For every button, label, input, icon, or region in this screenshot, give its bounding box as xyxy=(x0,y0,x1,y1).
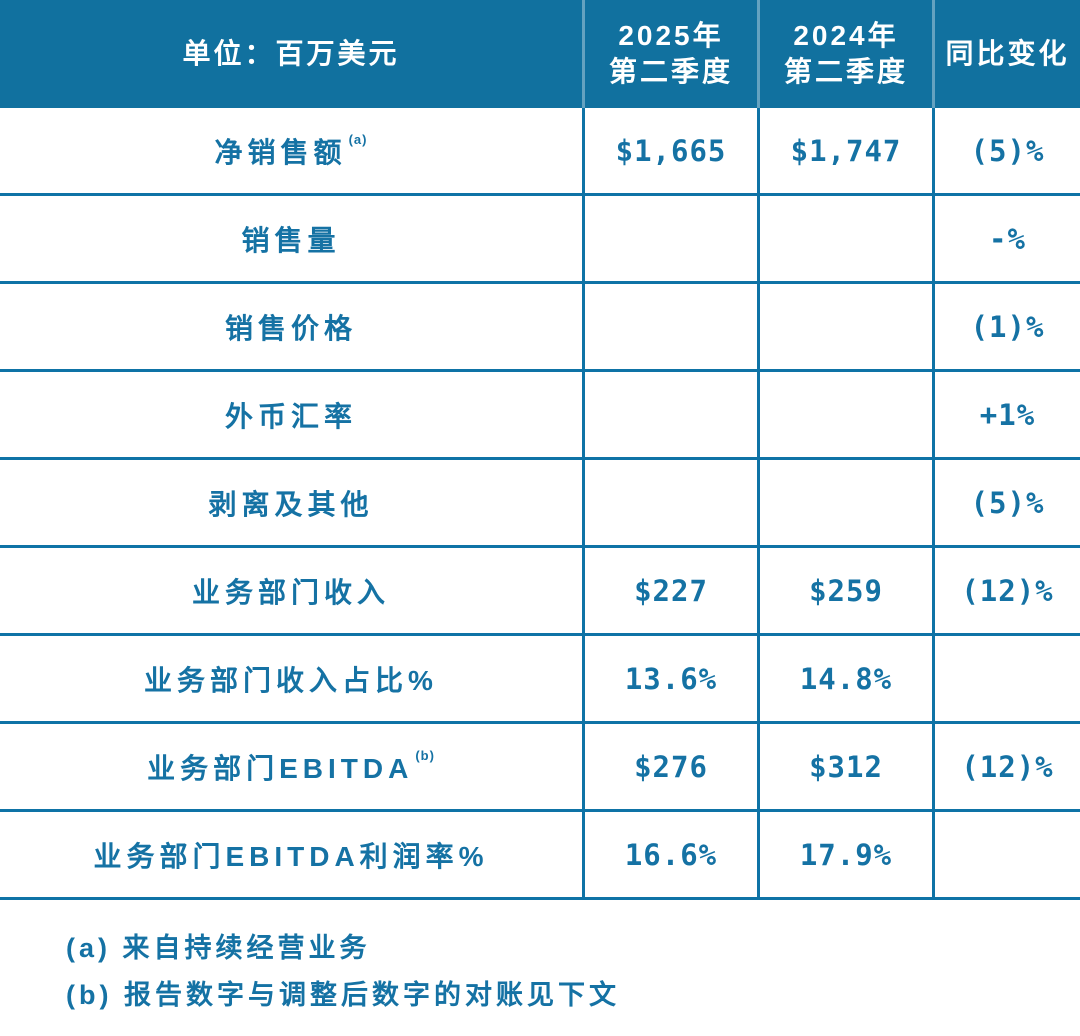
header-col-2024-q2: 2024年 第二季度 xyxy=(757,0,932,108)
value-yoy-change: (5)% xyxy=(932,108,1080,193)
row-label: 净销售额 (a) xyxy=(0,108,582,193)
row-label: 业务部门EBITDA (b) xyxy=(0,724,582,809)
footnote-a: (a) 来自持续经营业务 xyxy=(66,933,371,963)
table-row: 剥离及其他 (5)% xyxy=(0,460,1080,548)
value-yoy-change: (12)% xyxy=(932,724,1080,809)
value-2025-q2: $276 xyxy=(582,724,757,809)
row-label-text: 业务部门收入占比% xyxy=(144,664,438,696)
value-2025-q2: $1,665 xyxy=(582,108,757,193)
table-row: 业务部门EBITDA利润率% 16.6% 17.9% xyxy=(0,812,1080,900)
row-label-text: 外币汇率 xyxy=(224,400,357,432)
value-2025-q2: 16.6% xyxy=(582,812,757,897)
table-row: 业务部门EBITDA (b) $276 $312 (12)% xyxy=(0,724,1080,812)
row-label-text: 销售量 xyxy=(241,224,341,256)
value-2025-q2 xyxy=(582,372,757,457)
header-unit-label: 单位：百万美元 xyxy=(0,0,582,108)
table-header-row: 单位：百万美元 2025年 第二季度 2024年 第二季度 同比变化 xyxy=(0,0,1080,108)
value-2025-q2 xyxy=(582,284,757,369)
row-label-text: 净销售额 xyxy=(214,136,347,168)
footnote-b: (b) 报告数字与调整后数字的对账见下文 xyxy=(66,980,620,1010)
header-2025-line2: 第二季度 xyxy=(608,56,733,87)
row-label-text: 销售价格 xyxy=(224,312,357,344)
value-2025-q2: 13.6% xyxy=(582,636,757,721)
header-2024-line2: 第二季度 xyxy=(783,56,908,87)
table-body: 净销售额 (a) $1,665 $1,747 (5)% 销售量 -% 销售价格 (… xyxy=(0,108,1080,900)
value-2024-q2: $259 xyxy=(757,548,932,633)
footnotes: (a) 来自持续经营业务 (b) 报告数字与调整后数字的对账见下文 xyxy=(0,900,1080,1019)
value-2024-q2: 14.8% xyxy=(757,636,932,721)
row-label-text: 业务部门收入 xyxy=(191,576,390,608)
row-label: 业务部门收入占比% xyxy=(0,636,582,721)
table-row: 外币汇率 +1% xyxy=(0,372,1080,460)
value-2025-q2 xyxy=(582,460,757,545)
row-label: 销售量 xyxy=(0,196,582,281)
table-row: 业务部门收入 $227 $259 (12)% xyxy=(0,548,1080,636)
value-yoy-change: (1)% xyxy=(932,284,1080,369)
table-row: 业务部门收入占比% 13.6% 14.8% xyxy=(0,636,1080,724)
row-label: 剥离及其他 xyxy=(0,460,582,545)
row-label: 外币汇率 xyxy=(0,372,582,457)
header-col-2025-q2: 2025年 第二季度 xyxy=(582,0,757,108)
footnote-marker: (b) xyxy=(415,748,435,763)
header-2024-line1: 2024年 xyxy=(793,19,899,51)
value-2024-q2 xyxy=(757,372,932,457)
row-label: 销售价格 xyxy=(0,284,582,369)
value-2024-q2: 17.9% xyxy=(757,812,932,897)
value-2024-q2 xyxy=(757,196,932,281)
value-yoy-change: (5)% xyxy=(932,460,1080,545)
value-yoy-change xyxy=(932,812,1080,897)
value-2024-q2 xyxy=(757,284,932,369)
value-yoy-change: +1% xyxy=(932,372,1080,457)
footnote-marker: (a) xyxy=(348,132,368,147)
value-2024-q2: $1,747 xyxy=(757,108,932,193)
value-yoy-change: (12)% xyxy=(932,548,1080,633)
header-yoy-text: 同比变化 xyxy=(945,37,1070,69)
value-2024-q2: $312 xyxy=(757,724,932,809)
value-yoy-change xyxy=(932,636,1080,721)
unit-label-text: 单位：百万美元 xyxy=(182,37,400,69)
row-label-text: 业务部门EBITDA xyxy=(147,752,414,784)
table-row: 销售价格 (1)% xyxy=(0,284,1080,372)
row-label-text: 剥离及其他 xyxy=(208,488,374,520)
value-2025-q2 xyxy=(582,196,757,281)
value-2024-q2 xyxy=(757,460,932,545)
value-2025-q2: $227 xyxy=(582,548,757,633)
table-row: 销售量 -% xyxy=(0,196,1080,284)
row-label: 业务部门EBITDA利润率% xyxy=(0,812,582,897)
row-label-text: 业务部门EBITDA利润率% xyxy=(93,840,489,872)
value-yoy-change: -% xyxy=(932,196,1080,281)
header-2025-line1: 2025年 xyxy=(618,19,724,51)
row-label: 业务部门收入 xyxy=(0,548,582,633)
header-col-yoy-change: 同比变化 xyxy=(932,0,1080,108)
table-row: 净销售额 (a) $1,665 $1,747 (5)% xyxy=(0,108,1080,196)
